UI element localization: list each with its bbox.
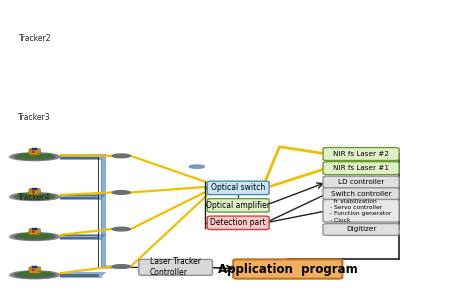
Circle shape <box>32 231 34 232</box>
Ellipse shape <box>189 165 204 168</box>
Text: Application  program: Application program <box>218 263 358 275</box>
Text: Switch controller: Switch controller <box>331 191 392 197</box>
FancyBboxPatch shape <box>29 149 40 155</box>
FancyBboxPatch shape <box>32 230 37 234</box>
FancyBboxPatch shape <box>29 267 40 273</box>
FancyBboxPatch shape <box>32 266 37 268</box>
Ellipse shape <box>9 195 61 200</box>
FancyBboxPatch shape <box>323 162 399 175</box>
Text: Optical switch: Optical switch <box>211 183 265 193</box>
FancyBboxPatch shape <box>18 234 51 237</box>
Ellipse shape <box>112 265 130 268</box>
Text: LD controller: LD controller <box>338 179 384 185</box>
Ellipse shape <box>10 153 59 161</box>
FancyBboxPatch shape <box>233 259 342 279</box>
Ellipse shape <box>14 234 55 240</box>
Ellipse shape <box>112 191 130 194</box>
Text: fr stabilization
- Servo controller
- Function generator
- Clock: fr stabilization - Servo controller - Fu… <box>330 199 392 223</box>
Ellipse shape <box>18 193 51 198</box>
FancyBboxPatch shape <box>139 259 212 275</box>
FancyBboxPatch shape <box>323 200 399 222</box>
FancyBboxPatch shape <box>32 268 37 273</box>
Text: Laser Tracker
Controller: Laser Tracker Controller <box>150 257 201 277</box>
FancyBboxPatch shape <box>18 195 51 197</box>
FancyBboxPatch shape <box>207 199 269 212</box>
FancyBboxPatch shape <box>32 188 37 190</box>
Ellipse shape <box>112 154 130 158</box>
Ellipse shape <box>18 233 51 238</box>
FancyBboxPatch shape <box>37 233 51 234</box>
Text: NIR fs Laser #1: NIR fs Laser #1 <box>333 165 389 171</box>
Ellipse shape <box>9 235 61 240</box>
FancyBboxPatch shape <box>32 150 37 154</box>
FancyBboxPatch shape <box>29 229 40 235</box>
Ellipse shape <box>14 193 55 200</box>
Ellipse shape <box>9 155 61 160</box>
FancyBboxPatch shape <box>207 181 269 195</box>
FancyBboxPatch shape <box>32 228 37 230</box>
FancyBboxPatch shape <box>37 153 51 154</box>
FancyBboxPatch shape <box>18 273 51 275</box>
Ellipse shape <box>10 233 59 241</box>
Ellipse shape <box>9 273 61 278</box>
Ellipse shape <box>10 193 59 200</box>
Ellipse shape <box>112 227 130 231</box>
Text: Optical amplifier: Optical amplifier <box>206 201 270 210</box>
Text: Digitizer: Digitizer <box>346 226 376 232</box>
FancyBboxPatch shape <box>37 193 51 194</box>
Text: Tracker2: Tracker2 <box>18 34 51 42</box>
Ellipse shape <box>18 271 51 277</box>
FancyBboxPatch shape <box>323 176 399 188</box>
Ellipse shape <box>14 154 55 160</box>
Text: Tracker3: Tracker3 <box>18 113 51 122</box>
FancyBboxPatch shape <box>18 154 51 157</box>
FancyBboxPatch shape <box>32 190 37 195</box>
Text: NIR fs Laser #2: NIR fs Laser #2 <box>333 151 389 157</box>
FancyBboxPatch shape <box>323 188 399 200</box>
FancyBboxPatch shape <box>37 271 51 272</box>
Ellipse shape <box>14 272 55 278</box>
Circle shape <box>32 151 34 152</box>
Ellipse shape <box>10 271 59 279</box>
FancyBboxPatch shape <box>207 216 269 230</box>
Text: Detection part: Detection part <box>210 218 266 227</box>
Ellipse shape <box>18 153 51 158</box>
FancyBboxPatch shape <box>323 148 399 161</box>
FancyBboxPatch shape <box>29 189 40 195</box>
FancyBboxPatch shape <box>32 148 37 150</box>
FancyBboxPatch shape <box>323 224 399 235</box>
Text: Tracker4: Tracker4 <box>18 193 51 202</box>
